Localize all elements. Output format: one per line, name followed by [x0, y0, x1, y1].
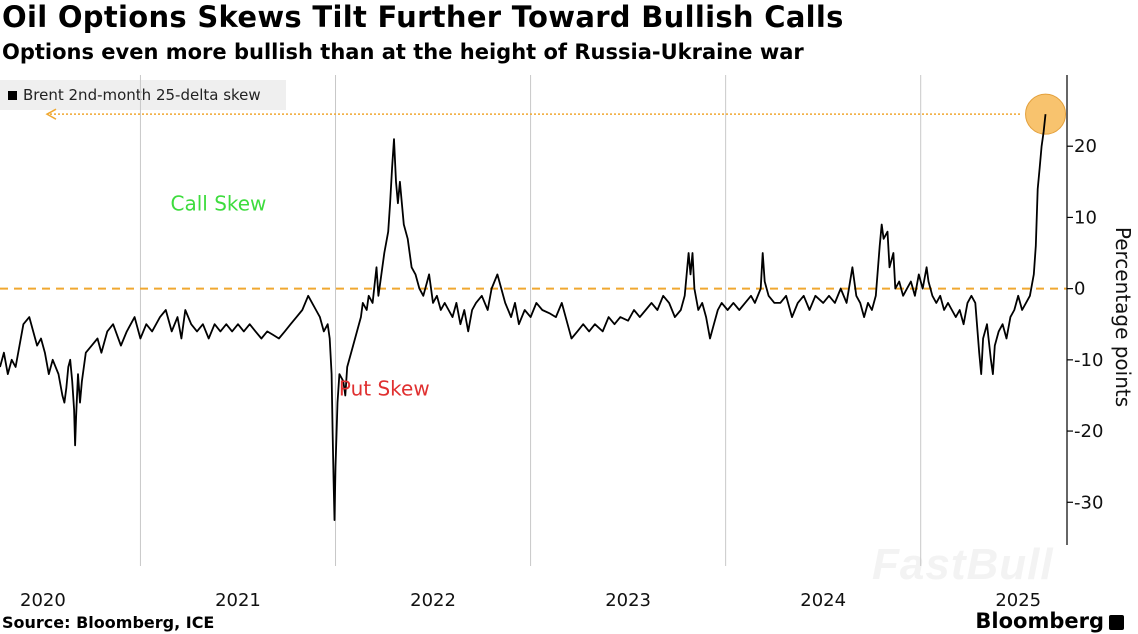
annotation-layer	[45, 93, 1067, 135]
axis-layer	[1066, 75, 1073, 545]
x-tick-label-5: 2025	[995, 590, 1041, 611]
y-tick-label-5: -30	[1074, 492, 1103, 513]
x-tick-label-4: 2024	[800, 590, 846, 611]
y-tick-label-1: 10	[1074, 207, 1097, 228]
y-tick-label-4: -20	[1074, 421, 1103, 442]
series-line-brent-skew	[0, 114, 1047, 521]
chart-subtitle: Options even more bullish than at the he…	[2, 40, 804, 64]
y-tick-label-0: 20	[1074, 136, 1097, 157]
brand-logo: Bloomberg	[975, 609, 1104, 633]
bloomberg-bars-icon	[1109, 615, 1124, 630]
label-layer: 2020 2021 2022 2023 2024 2025 20 10 0 -10 -20 -30 Pe…	[20, 136, 1135, 611]
chart-title: Oil Options Skews Tilt Further Toward Bu…	[2, 0, 844, 34]
x-tick-label-3: 2023	[605, 590, 651, 611]
y-tick-label-3: -10	[1074, 350, 1103, 371]
call-skew-label: Call Skew	[171, 191, 267, 215]
legend-label: Brent 2nd-month 25-delta skew	[23, 86, 261, 104]
x-tick-label-2: 2022	[410, 590, 456, 611]
y-axis-title: Percentage points	[1111, 227, 1135, 407]
grid-layer	[139, 75, 922, 566]
put-skew-label: Put Skew	[339, 376, 430, 400]
highlight-circle	[1025, 93, 1067, 135]
source-note: Source: Bloomberg, ICE	[2, 613, 215, 632]
y-tick-label-2: 0	[1074, 279, 1085, 300]
legend-swatch	[8, 90, 17, 100]
x-tick-label-0: 2020	[20, 590, 66, 611]
pointer-arrowhead	[45, 108, 57, 120]
series-layer	[0, 114, 1047, 521]
watermark: FastBull	[872, 540, 1054, 589]
chart-legend: Brent 2nd-month 25-delta skew	[0, 80, 286, 110]
x-tick-label-1: 2021	[215, 590, 261, 611]
